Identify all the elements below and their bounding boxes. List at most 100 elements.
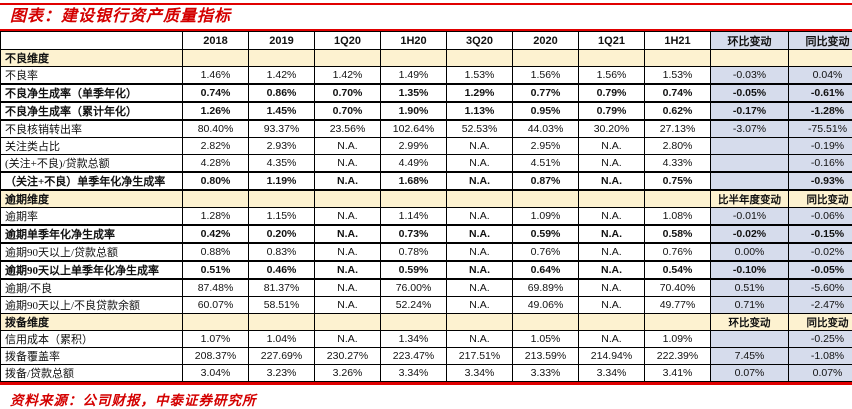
row-label: 不良维度 [1, 50, 183, 67]
cell-value [249, 314, 315, 331]
cell-value [513, 50, 579, 67]
cell-value: 0.74% [183, 84, 249, 102]
cell-value: 1.07% [183, 331, 249, 348]
cell-value: 1.53% [645, 67, 711, 85]
cell-value: 4.35% [249, 155, 315, 173]
cell-value: 0.76% [645, 243, 711, 261]
row-label: 拨备/贷款总额 [1, 365, 183, 382]
cell-value: N.A. [447, 225, 513, 243]
row-label: 拨备覆盖率 [1, 348, 183, 365]
cell-change-value: -0.05% [711, 84, 789, 102]
cell-value: 76.00% [381, 279, 447, 297]
cell-value: N.A. [579, 297, 645, 314]
cell-value: 0.70% [315, 84, 381, 102]
cell-value: 0.75% [645, 172, 711, 190]
cell-value [315, 50, 381, 67]
cell-change-value [789, 50, 852, 67]
cell-change-value: -0.93% [789, 172, 852, 190]
cell-value: 1.05% [513, 331, 579, 348]
cell-value [513, 314, 579, 331]
cell-value: N.A. [579, 261, 645, 279]
cell-value: 1.04% [249, 331, 315, 348]
cell-value: 49.77% [645, 297, 711, 314]
cell-value: 102.64% [381, 120, 447, 138]
cell-value: 3.34% [381, 365, 447, 382]
cell-value [645, 50, 711, 67]
cell-value: N.A. [579, 155, 645, 173]
cell-value: N.A. [579, 208, 645, 226]
cell-value: 80.40% [183, 120, 249, 138]
cell-change-value [711, 138, 789, 155]
cell-value: 69.89% [513, 279, 579, 297]
cell-value: N.A. [579, 243, 645, 261]
cell-value [447, 190, 513, 208]
cell-value: 93.37% [249, 120, 315, 138]
cell-value: 1.42% [315, 67, 381, 85]
cell-value: 1.08% [645, 208, 711, 226]
cell-change-value: 比半年度变动 [711, 190, 789, 208]
cell-value: 0.64% [513, 261, 579, 279]
cell-value [183, 314, 249, 331]
cell-value: 1.35% [381, 84, 447, 102]
cell-value [381, 314, 447, 331]
cell-value: N.A. [447, 297, 513, 314]
corner-cell [1, 32, 183, 50]
cell-value: 0.76% [513, 243, 579, 261]
cell-value: 208.37% [183, 348, 249, 365]
cell-value: 0.95% [513, 102, 579, 120]
cell-value [447, 50, 513, 67]
cell-change-value: -1.08% [789, 348, 852, 365]
cell-value [579, 190, 645, 208]
cell-value: 0.58% [645, 225, 711, 243]
cell-change-value [711, 50, 789, 67]
row-label: 不良净生成率（累计年化） [1, 102, 183, 120]
cell-value: N.A. [315, 279, 381, 297]
column-header: 1Q21 [579, 32, 645, 50]
cell-value: N.A. [315, 243, 381, 261]
cell-value: N.A. [579, 172, 645, 190]
cell-value: 4.51% [513, 155, 579, 173]
cell-value: 0.59% [381, 261, 447, 279]
table-row: 信用成本（累积）1.07%1.04%N.A.1.34%N.A.1.05%N.A.… [1, 331, 852, 348]
cell-value: 0.78% [381, 243, 447, 261]
cell-value: 0.46% [249, 261, 315, 279]
row-label: 逾期/不良 [1, 279, 183, 297]
cell-value [183, 190, 249, 208]
cell-value: 0.74% [645, 84, 711, 102]
cell-value: 0.80% [183, 172, 249, 190]
cell-change-value [711, 331, 789, 348]
cell-value [645, 314, 711, 331]
table-row: 不良净生成率（累计年化）1.26%1.45%0.70%1.90%1.13%0.9… [1, 102, 852, 120]
cell-value: 44.03% [513, 120, 579, 138]
cell-change-value: -0.61% [789, 84, 852, 102]
cell-value: 3.04% [183, 365, 249, 382]
column-header: 同比变动 [789, 32, 852, 50]
cell-value: 0.70% [315, 102, 381, 120]
cell-value [645, 190, 711, 208]
cell-change-value: 环比变动 [711, 314, 789, 331]
row-label: (关注+不良)/贷款总额 [1, 155, 183, 173]
row-label: 逾期90天以上/不良贷款余额 [1, 297, 183, 314]
cell-change-value: -2.47% [789, 297, 852, 314]
cell-value [447, 314, 513, 331]
cell-value: 1.68% [381, 172, 447, 190]
cell-value: 2.80% [645, 138, 711, 155]
cell-value: 0.87% [513, 172, 579, 190]
cell-value [381, 190, 447, 208]
column-header: 1H20 [381, 32, 447, 50]
cell-change-value: -0.16% [789, 155, 852, 173]
cell-value: 0.73% [381, 225, 447, 243]
cell-value: N.A. [315, 261, 381, 279]
cell-change-value: -1.28% [789, 102, 852, 120]
cell-value: 1.53% [447, 67, 513, 85]
cell-change-value: -0.06% [789, 208, 852, 226]
cell-value: 4.28% [183, 155, 249, 173]
cell-value: 0.79% [579, 102, 645, 120]
cell-change-value: 0.07% [789, 365, 852, 382]
